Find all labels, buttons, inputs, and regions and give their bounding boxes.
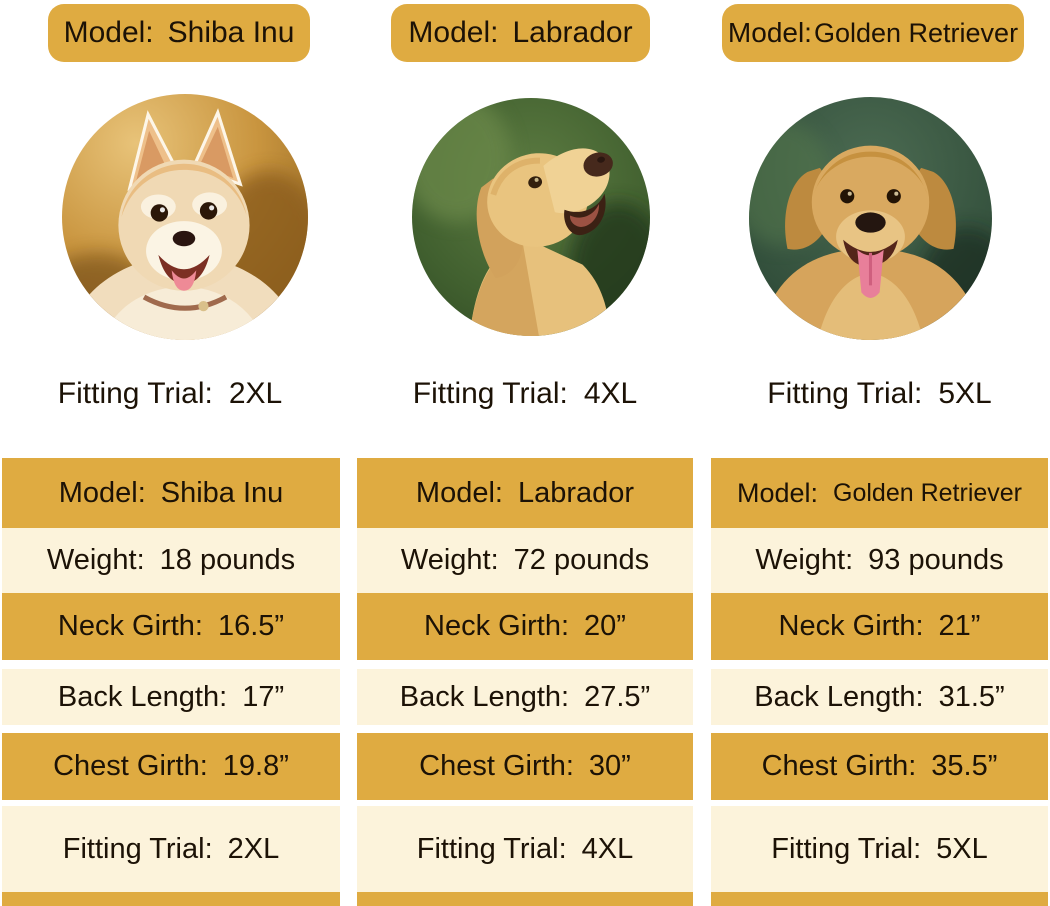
row-value: 2XL xyxy=(227,832,280,865)
table-bottom-strip xyxy=(2,892,340,906)
table-bottom-strip xyxy=(357,892,693,906)
size-table-labrador: Model: Labrador Weight: 72 pounds Neck G… xyxy=(357,0,693,906)
table-row-chest-girth: Chest Girth: 30” xyxy=(357,733,693,800)
table-row-back-length: Back Length: 27.5” xyxy=(357,669,693,725)
row-value: Golden Retriever xyxy=(833,478,1023,507)
caption-value: 2XL xyxy=(228,377,283,410)
row-label: Chest Girth: xyxy=(761,750,917,782)
row-value: 31.5” xyxy=(938,680,1005,713)
golden-retriever-photo xyxy=(749,97,992,340)
size-table-shiba: Model: Shiba Inu Weight: 18 pounds Neck … xyxy=(2,0,340,906)
table-row-weight: Weight: 72 pounds xyxy=(357,528,693,593)
row-value: 18 pounds xyxy=(159,544,296,576)
table-row-back-length: Back Length: 17” xyxy=(2,669,340,725)
badge-label: Model: xyxy=(408,16,499,49)
badge-value: Golden Retriever xyxy=(813,17,1019,48)
table-row-weight: Weight: 93 pounds xyxy=(711,528,1048,593)
badge-label: Model: xyxy=(727,17,812,48)
row-value: 4XL xyxy=(581,832,634,865)
row-value: 16.5” xyxy=(217,610,285,642)
size-table-golden-retriever: Model: Golden Retriever Weight: 93 pound… xyxy=(711,0,1048,906)
row-value: 72 pounds xyxy=(513,544,650,576)
caption-label: Fitting Trial: xyxy=(767,377,923,410)
table-row-fitting-trial: Fitting Trial: 5XL xyxy=(711,806,1048,892)
row-label: Model: xyxy=(736,477,819,508)
table-row-model: Model: Labrador xyxy=(357,458,693,528)
row-label: Back Length: xyxy=(399,680,570,713)
caption-value: 4XL xyxy=(583,377,638,410)
table-row-weight: Weight: 18 pounds xyxy=(2,528,340,593)
badge-label: Model: xyxy=(63,16,154,49)
row-value: 30” xyxy=(588,750,631,782)
fitting-trial-caption-shiba: Fitting Trial: 2XL xyxy=(0,372,340,416)
row-label: Fitting Trial: xyxy=(62,832,213,865)
table-row-chest-girth: Chest Girth: 35.5” xyxy=(711,733,1048,800)
row-label: Neck Girth: xyxy=(57,610,203,642)
table-row-model: Model: Golden Retriever xyxy=(711,458,1048,528)
table-bottom-strip xyxy=(711,892,1048,906)
table-row-fitting-trial: Fitting Trial: 2XL xyxy=(2,806,340,892)
model-badge-golden-retriever: Model: Golden Retriever xyxy=(722,4,1024,62)
model-badge-shiba: Model: Shiba Inu xyxy=(48,4,310,62)
row-value: 21” xyxy=(938,610,981,642)
table-row-neck-girth: Neck Girth: 21” xyxy=(711,593,1048,660)
row-label: Neck Girth: xyxy=(778,610,924,642)
row-value: Labrador xyxy=(517,476,635,509)
row-value: 20” xyxy=(584,610,626,642)
row-label: Weight: xyxy=(46,544,145,576)
table-row-back-length: Back Length: 31.5” xyxy=(711,669,1048,725)
row-value: Shiba Inu xyxy=(160,476,284,509)
row-label: Neck Girth: xyxy=(424,610,570,642)
row-value: 5XL xyxy=(936,832,988,865)
fitting-trial-caption-labrador: Fitting Trial: 4XL xyxy=(357,372,693,416)
row-label: Chest Girth: xyxy=(53,750,208,782)
golden-retriever-illustration xyxy=(749,97,992,340)
caption-label: Fitting Trial: xyxy=(57,377,213,410)
row-value: 19.8” xyxy=(222,750,289,782)
row-label: Back Length: xyxy=(57,680,228,713)
row-label: Back Length: xyxy=(754,680,924,713)
row-label: Model: xyxy=(58,476,146,509)
row-label: Chest Girth: xyxy=(419,750,574,782)
row-label: Fitting Trial: xyxy=(771,832,922,865)
labrador-photo xyxy=(412,98,650,336)
caption-value: 5XL xyxy=(938,377,992,410)
row-label: Weight: xyxy=(755,544,854,576)
row-value: 93 pounds xyxy=(868,544,1004,576)
labrador-illustration xyxy=(412,98,650,336)
table-row-chest-girth: Chest Girth: 19.8” xyxy=(2,733,340,800)
table-row-neck-girth: Neck Girth: 20” xyxy=(357,593,693,660)
row-label: Fitting Trial: xyxy=(416,832,567,865)
badge-value: Labrador xyxy=(512,16,633,49)
row-value: 27.5” xyxy=(584,680,651,713)
model-badge-labrador: Model: Labrador xyxy=(391,4,650,62)
table-row-neck-girth: Neck Girth: 16.5” xyxy=(2,593,340,660)
row-label: Model: xyxy=(415,476,503,509)
caption-label: Fitting Trial: xyxy=(412,377,568,410)
row-value: 17” xyxy=(242,680,285,713)
table-row-fitting-trial: Fitting Trial: 4XL xyxy=(357,806,693,892)
row-label: Weight: xyxy=(400,544,499,576)
badge-value: Shiba Inu xyxy=(167,16,295,49)
fitting-trial-caption-golden-retriever: Fitting Trial: 5XL xyxy=(711,372,1048,416)
row-value: 35.5” xyxy=(931,750,998,782)
table-row-model: Model: Shiba Inu xyxy=(2,458,340,528)
